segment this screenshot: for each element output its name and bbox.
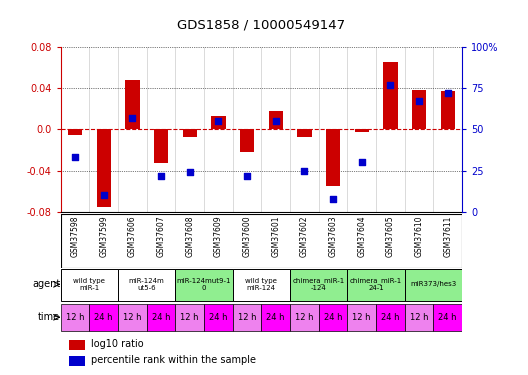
Bar [347, 269, 404, 301]
Text: 24 h: 24 h [95, 313, 113, 322]
Text: 12 h: 12 h [410, 313, 428, 322]
Text: time: time [38, 312, 60, 322]
Bar [319, 304, 347, 332]
Bar [261, 304, 290, 332]
Text: percentile rank within the sample: percentile rank within the sample [91, 356, 256, 365]
Point [271, 118, 280, 124]
Text: 24 h: 24 h [267, 313, 285, 322]
Bar [97, 129, 111, 207]
Text: 24 h: 24 h [324, 313, 342, 322]
Text: GSM37601: GSM37601 [271, 215, 280, 257]
Bar [61, 269, 118, 301]
Text: chimera_miR-1
-124: chimera_miR-1 -124 [293, 278, 345, 291]
Text: GSM37607: GSM37607 [156, 215, 166, 257]
Text: GSM37611: GSM37611 [443, 215, 452, 257]
Bar [290, 304, 319, 332]
Bar [69, 356, 85, 366]
Point [71, 154, 79, 160]
Text: miR-124mut9-1
0: miR-124mut9-1 0 [177, 278, 231, 291]
Point [128, 115, 137, 121]
Bar [290, 269, 347, 301]
Text: 12 h: 12 h [295, 313, 314, 322]
Text: GSM37598: GSM37598 [71, 215, 80, 257]
Point [214, 118, 223, 124]
Point [357, 159, 366, 165]
Bar [118, 304, 147, 332]
Text: 12 h: 12 h [66, 313, 84, 322]
Text: log10 ratio: log10 ratio [91, 339, 144, 349]
Bar [89, 304, 118, 332]
Bar [376, 304, 404, 332]
Text: GSM37609: GSM37609 [214, 215, 223, 257]
Bar [233, 269, 290, 301]
Text: wild type
miR-1: wild type miR-1 [73, 278, 105, 291]
Text: chimera_miR-1
24-1: chimera_miR-1 24-1 [350, 278, 402, 291]
Point [386, 82, 394, 88]
Bar [233, 304, 261, 332]
Text: GSM37603: GSM37603 [328, 215, 337, 257]
Point [329, 196, 337, 202]
Point [99, 192, 108, 198]
Text: wild type
miR-124: wild type miR-124 [246, 278, 277, 291]
Bar [61, 304, 89, 332]
Bar [204, 304, 233, 332]
Bar [118, 269, 175, 301]
Bar [211, 116, 225, 129]
Text: GDS1858 / 10000549147: GDS1858 / 10000549147 [177, 19, 345, 32]
Bar [383, 62, 398, 129]
Bar [297, 129, 312, 136]
Bar [183, 129, 197, 136]
Text: GSM37602: GSM37602 [300, 215, 309, 257]
Text: GSM37605: GSM37605 [386, 215, 395, 257]
Bar [175, 269, 233, 301]
Text: GSM37606: GSM37606 [128, 215, 137, 257]
Text: 12 h: 12 h [352, 313, 371, 322]
Point [243, 172, 251, 178]
Bar [433, 304, 462, 332]
Bar [404, 269, 462, 301]
Bar [440, 91, 455, 129]
Text: GSM37608: GSM37608 [185, 215, 194, 257]
Point [415, 98, 423, 104]
Text: 12 h: 12 h [181, 313, 199, 322]
Bar [69, 340, 85, 350]
Bar [354, 129, 369, 132]
Text: 24 h: 24 h [209, 313, 228, 322]
Point [300, 168, 308, 174]
Text: 12 h: 12 h [238, 313, 256, 322]
Point [185, 169, 194, 175]
Bar [154, 129, 168, 164]
Text: 12 h: 12 h [123, 313, 142, 322]
Bar [125, 80, 139, 129]
Bar [347, 304, 376, 332]
Bar [404, 304, 433, 332]
Bar [412, 90, 426, 129]
Text: 24 h: 24 h [381, 313, 400, 322]
Text: GSM37610: GSM37610 [414, 215, 423, 257]
Bar [269, 111, 283, 129]
Text: miR-124m
ut5-6: miR-124m ut5-6 [129, 278, 165, 291]
Point [157, 172, 165, 178]
Text: agent: agent [32, 279, 60, 290]
Bar [240, 129, 254, 152]
Text: 24 h: 24 h [438, 313, 457, 322]
Text: GSM37600: GSM37600 [242, 215, 251, 257]
Text: 24 h: 24 h [152, 313, 171, 322]
Text: miR373/hes3: miR373/hes3 [410, 281, 457, 287]
Bar [326, 129, 340, 186]
Text: GSM37599: GSM37599 [99, 215, 108, 257]
Point [444, 90, 452, 96]
Bar [147, 304, 175, 332]
Text: GSM37604: GSM37604 [357, 215, 366, 257]
Bar [68, 129, 82, 135]
Bar [175, 304, 204, 332]
